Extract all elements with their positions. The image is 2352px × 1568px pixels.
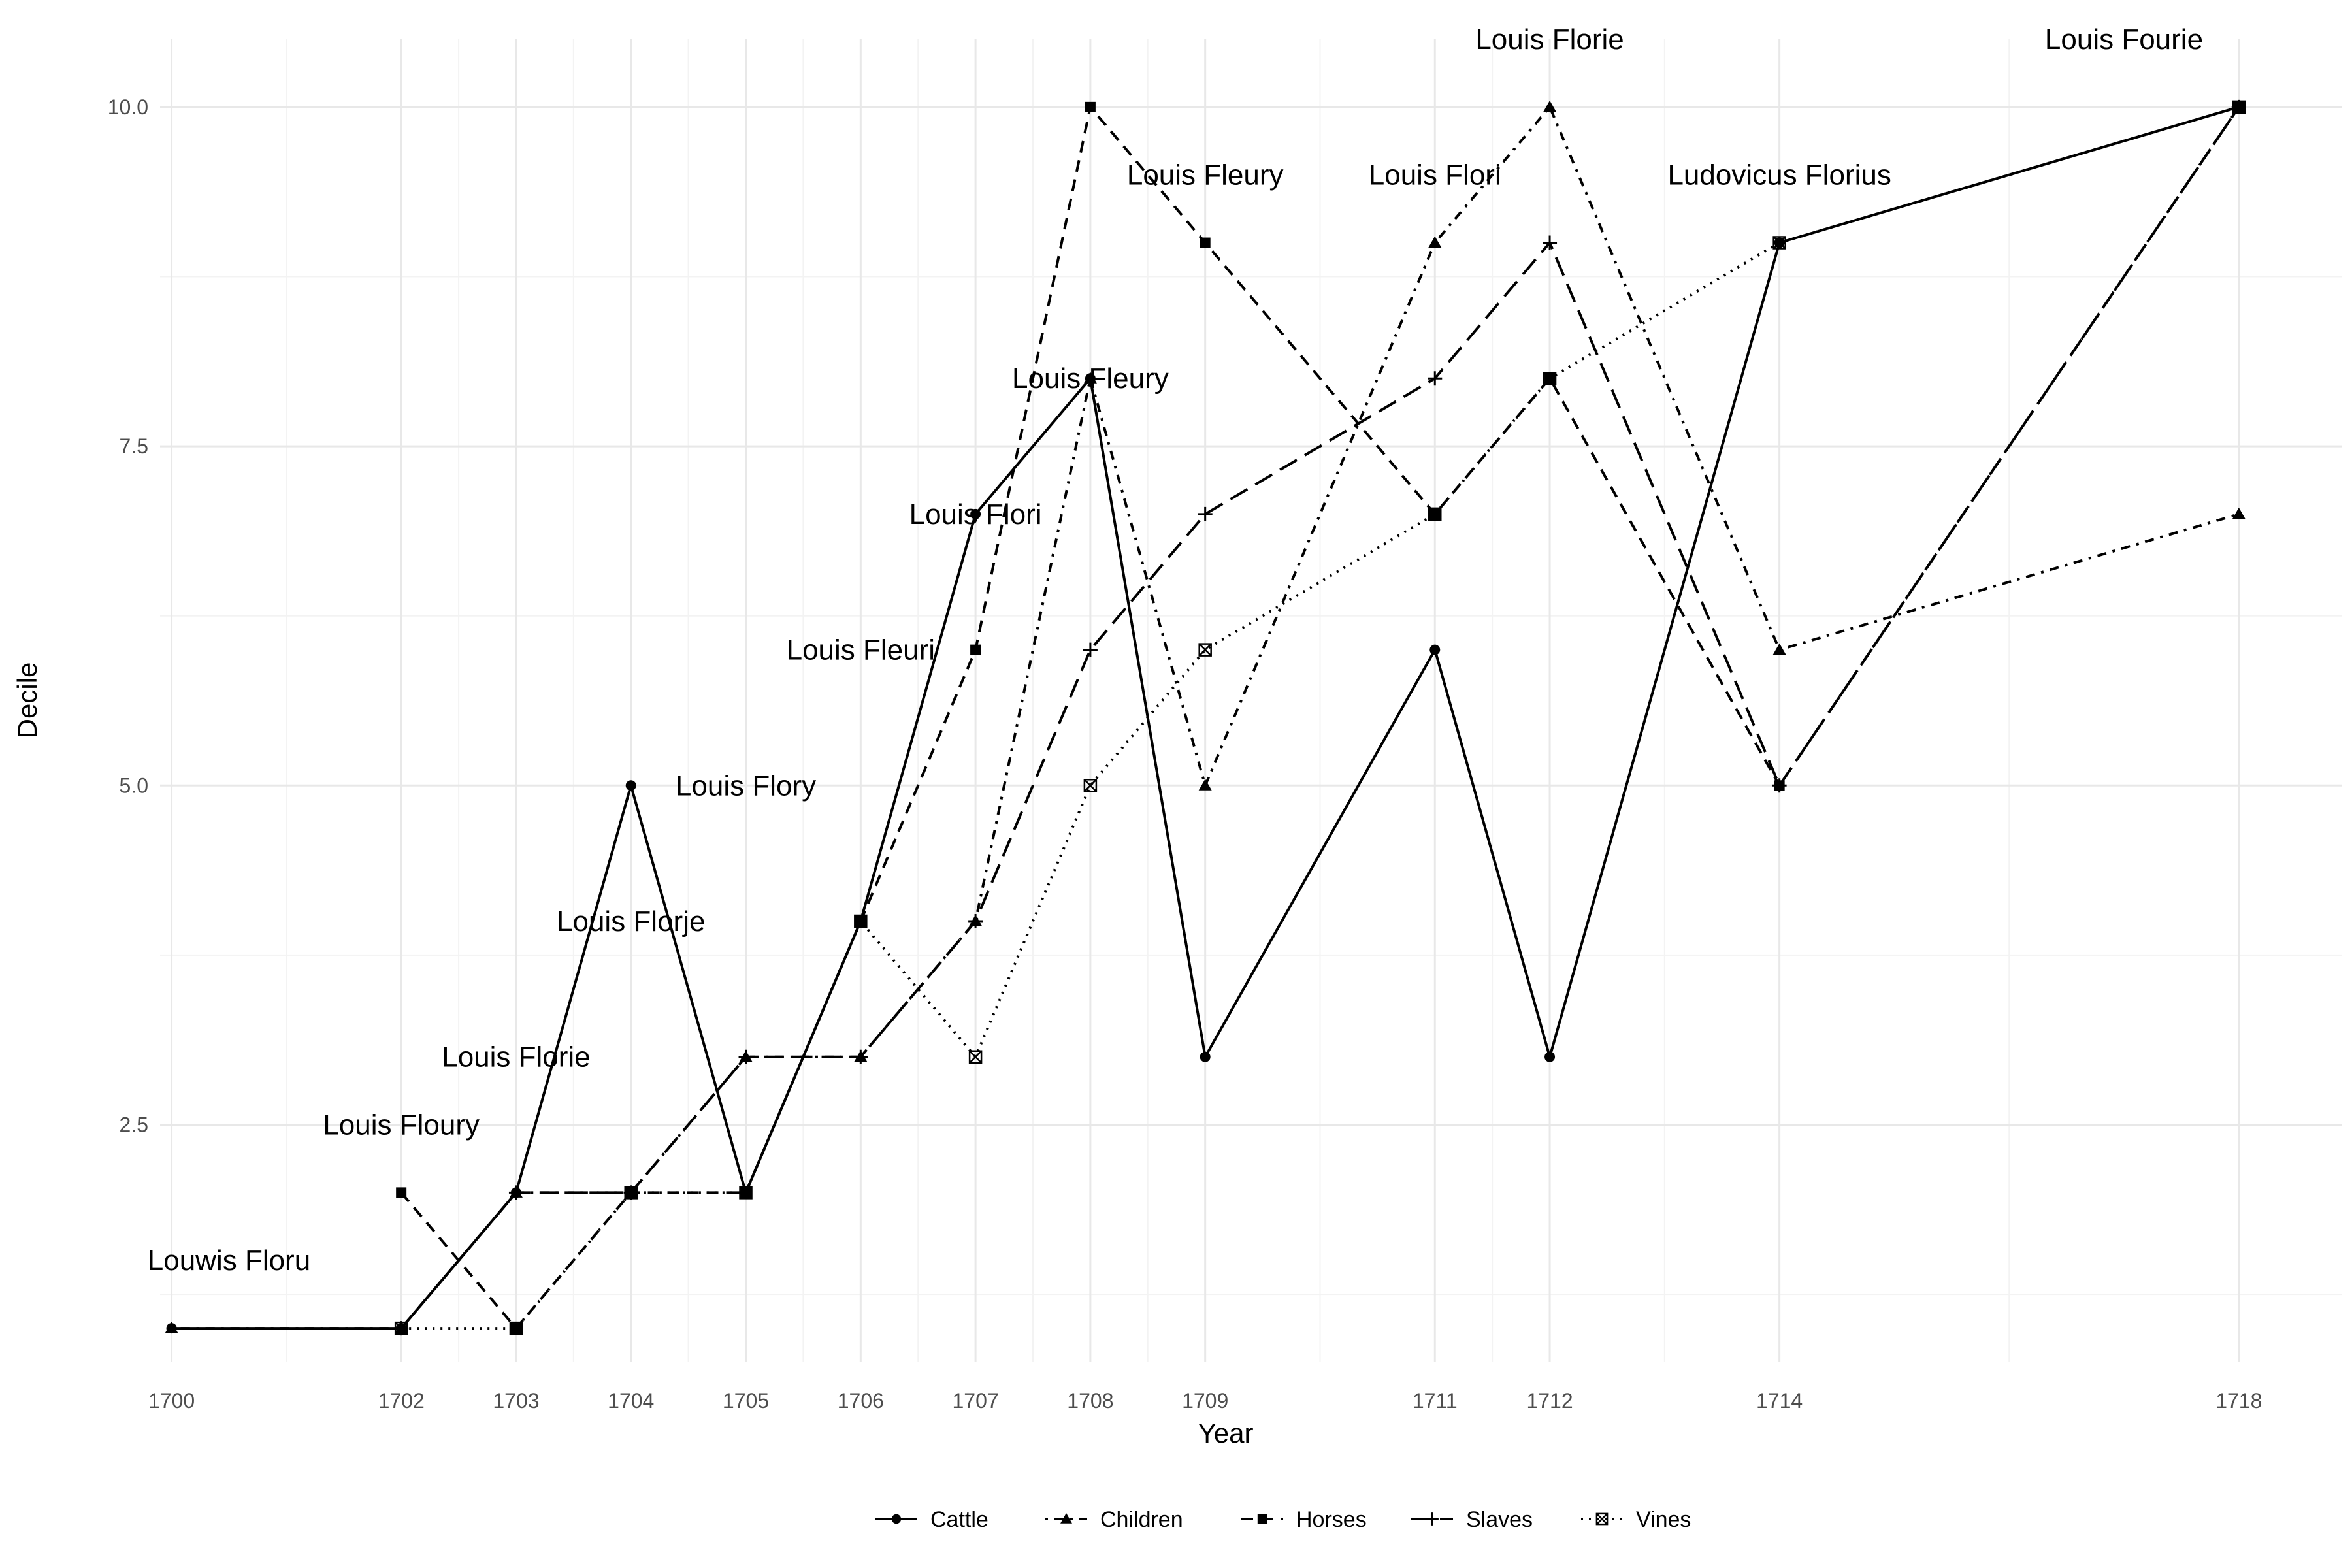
y-tick-label: 7.5 [120, 434, 148, 458]
legend-item-horses: Horses [1241, 1507, 1367, 1532]
x-tick-label: 1714 [1756, 1389, 1803, 1413]
legend-item-slaves: Slaves [1411, 1507, 1533, 1532]
marker-triangle [2232, 507, 2246, 519]
x-tick-label: 1712 [1526, 1389, 1573, 1413]
marker-plus [853, 1049, 868, 1064]
name-annotation: Louwis Floru [148, 1245, 310, 1277]
marker-square-cross [2232, 100, 2246, 114]
marker-triangle [1198, 779, 1212, 791]
marker-square [396, 1187, 407, 1198]
marker-triangle [1428, 236, 1442, 248]
x-tick-label: 1702 [378, 1389, 425, 1413]
x-tick-label: 1705 [723, 1389, 769, 1413]
marker-square-cross [854, 914, 868, 928]
y-axis-title: Decile [12, 662, 42, 739]
legend-label: Children [1100, 1507, 1183, 1532]
y-tick-label: 10.0 [108, 95, 148, 119]
marker-circle [1544, 1051, 1556, 1062]
annotations: Louwis Floru Louis Floury Louis Florie Loui… [148, 24, 2203, 1277]
x-tick-label: 1704 [608, 1389, 654, 1413]
x-tick-label: 1708 [1067, 1389, 1113, 1413]
name-annotation: Louis Flori [1369, 159, 1501, 191]
marker-circle [970, 508, 981, 519]
y-tick-label: 2.5 [120, 1113, 148, 1137]
x-axis-title: Year [1198, 1418, 1254, 1448]
marker-circle [1429, 644, 1441, 655]
grid [160, 39, 2342, 1362]
marker-triangle [165, 1322, 178, 1333]
marker-triangle [1083, 372, 1097, 384]
marker-square [1085, 101, 1096, 112]
marker-triangle [1543, 100, 1557, 112]
name-annotation: Louis Fourie [2045, 24, 2203, 56]
x-tick-label: 1718 [2215, 1389, 2262, 1413]
legend-item-vines: Vines [1581, 1507, 1691, 1532]
marker-square-cross [1543, 371, 1557, 385]
name-annotation: Ludovicus Florius [1667, 159, 1891, 191]
name-annotation: Louis Fleury [1127, 159, 1284, 191]
marker-plus [1772, 778, 1787, 793]
marker-square-cross [1595, 1512, 1609, 1526]
marker-square-cross [624, 1186, 638, 1200]
series-points-vines [394, 100, 2246, 1335]
marker-plus [1543, 235, 1558, 250]
x-tick-label: 1700 [148, 1389, 195, 1413]
marker-square [1257, 1514, 1267, 1524]
marker-plus [508, 1185, 523, 1200]
legend-label: Vines [1636, 1507, 1691, 1532]
series-line-horses [400, 105, 2240, 1330]
name-annotation: Louis Flori [909, 498, 1042, 531]
marker-square [1200, 237, 1211, 248]
legend: Cattle Children Horses Slaves Vines [875, 1507, 1691, 1532]
legend-label: Horses [1296, 1507, 1367, 1532]
marker-square-cross [1772, 236, 1786, 250]
series-line-vines [401, 105, 2240, 1330]
marker-square [970, 644, 981, 655]
marker-triangle [1060, 1513, 1072, 1524]
marker-square-cross [394, 1321, 408, 1335]
marker-square-cross [739, 1186, 753, 1200]
marker-circle [625, 780, 636, 791]
legend-label: Cattle [930, 1507, 988, 1532]
series-markers [165, 99, 2246, 1336]
marker-plus [1428, 371, 1443, 386]
name-annotation: Louis Florje [557, 906, 705, 938]
marker-square-cross [968, 1050, 983, 1064]
marker-plus [1198, 506, 1213, 521]
marker-square-cross [509, 1321, 523, 1335]
x-tick-label: 1711 [1413, 1389, 1458, 1413]
y-tick-label: 5.0 [120, 774, 148, 797]
marker-plus [738, 1049, 753, 1064]
marker-square-cross [1428, 507, 1442, 521]
legend-item-children: Children [1045, 1507, 1183, 1532]
name-annotation: Louis Florie [442, 1041, 590, 1073]
x-tick-label: 1709 [1182, 1389, 1228, 1413]
x-tick-label: 1707 [953, 1389, 999, 1413]
name-annotation: Louis Florie [1475, 24, 1624, 56]
marker-plus [1083, 642, 1098, 657]
legend-label: Slaves [1466, 1507, 1533, 1532]
x-tick-label: 1703 [493, 1389, 539, 1413]
name-annotation: Louis Floury [323, 1109, 480, 1141]
marker-square-cross [1083, 779, 1098, 792]
marker-plus [1426, 1512, 1439, 1526]
marker-circle [891, 1514, 902, 1524]
name-annotation: Louis Fleury [1012, 363, 1169, 395]
marker-square-cross [1198, 643, 1212, 657]
legend-item-cattle: Cattle [875, 1507, 988, 1532]
axis-labels: 1700 1702 1703 1704 1705 1706 1707 1708 1709 1711… [108, 95, 2262, 1413]
series-line-slaves [400, 106, 2240, 1330]
marker-circle [1200, 1051, 1211, 1062]
x-tick-label: 1706 [838, 1389, 884, 1413]
marker-plus [968, 914, 983, 928]
name-annotation: Louis Fleuri [787, 634, 935, 666]
name-annotation: Louis Flory [676, 770, 816, 802]
marker-triangle [1772, 643, 1786, 655]
